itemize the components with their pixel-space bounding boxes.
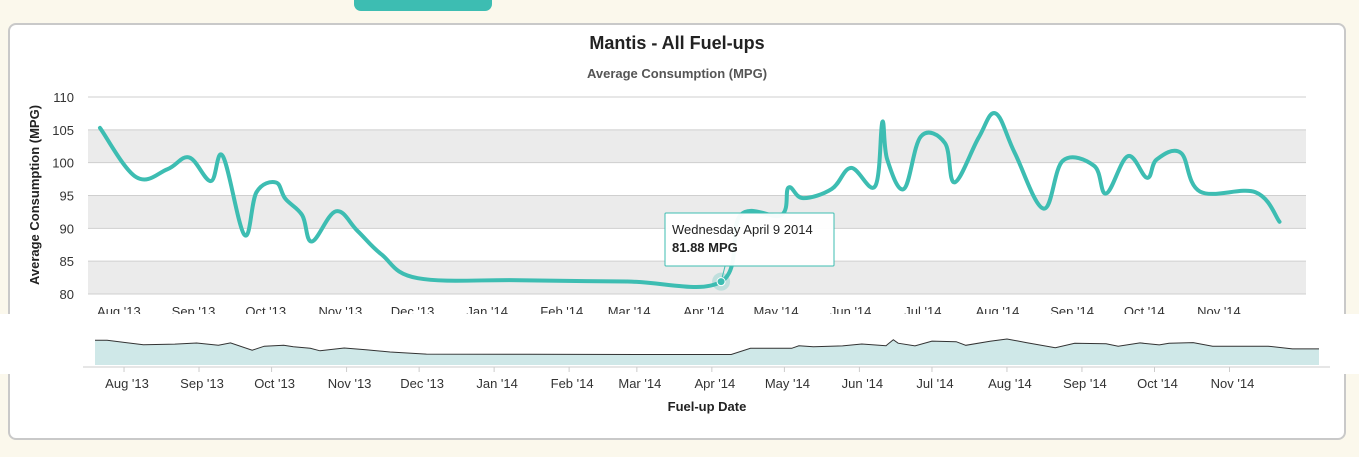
data-point[interactable]: [1104, 191, 1109, 196]
data-point[interactable]: [242, 232, 247, 237]
y-tick-label: 80: [60, 287, 74, 302]
data-point[interactable]: [625, 279, 630, 284]
data-point[interactable]: [187, 155, 192, 160]
data-point[interactable]: [885, 157, 890, 162]
data-point[interactable]: [254, 190, 259, 195]
tooltip-date: Wednesday April 9 2014: [672, 222, 813, 237]
y-tick-label: 100: [52, 156, 74, 171]
data-point[interactable]: [309, 239, 314, 244]
highlight-marker[interactable]: [716, 277, 726, 287]
data-point[interactable]: [786, 185, 791, 190]
data-point[interactable]: [976, 135, 981, 140]
tooltip: Wednesday April 9 2014 81.88 MPG: [664, 212, 835, 291]
y-tick-label: 110: [53, 90, 74, 105]
data-point[interactable]: [220, 154, 225, 159]
data-point[interactable]: [333, 209, 338, 214]
navigator-tick-label: Jun '14: [842, 376, 884, 391]
data-point[interactable]: [379, 252, 384, 257]
data-point[interactable]: [1060, 158, 1065, 163]
tooltip-value: 81.88 MPG: [672, 240, 738, 255]
data-point[interactable]: [98, 125, 103, 130]
data-point[interactable]: [208, 179, 213, 184]
data-point[interactable]: [902, 186, 907, 191]
navigator-tick-label: Nov '14: [1211, 376, 1255, 391]
data-point[interactable]: [1253, 190, 1258, 195]
tooltip-box: [664, 212, 835, 267]
data-point[interactable]: [993, 111, 998, 116]
data-point[interactable]: [134, 175, 139, 180]
data-point[interactable]: [1125, 154, 1130, 159]
navigator-tick-label: Oct '14: [1137, 376, 1178, 391]
navigator-tick-label: Jul '14: [916, 376, 953, 391]
navigator-tick-label: Oct '13: [254, 376, 295, 391]
navigator-area: [95, 339, 1319, 365]
navigator-tick-label: Sep '14: [1063, 376, 1107, 391]
chart-title: Mantis - All Fuel-ups: [589, 33, 764, 53]
data-point[interactable]: [942, 141, 947, 146]
navigator-tick-label: Dec '13: [400, 376, 444, 391]
data-point[interactable]: [1154, 157, 1159, 162]
navigator-tick-label: Aug '13: [105, 376, 149, 391]
y-axis-title: Average Consumption (MPG): [27, 105, 42, 285]
y-tick-label: 90: [60, 221, 74, 236]
data-point[interactable]: [918, 134, 923, 139]
data-point[interactable]: [952, 180, 957, 185]
navigator-tick-label: Apr '14: [694, 376, 735, 391]
y-axis-labels: 80 85 90 95 100 105 110: [52, 90, 74, 302]
data-point[interactable]: [1178, 150, 1183, 155]
navigator-tick-label: Feb '14: [551, 376, 594, 391]
data-point[interactable]: [516, 278, 521, 283]
navigator-tick-label: Mar '14: [618, 376, 661, 391]
plot-band: [88, 129, 1306, 163]
navigator-tick-label: Sep '13: [180, 376, 224, 391]
data-point[interactable]: [1145, 175, 1150, 180]
data-point[interactable]: [300, 213, 305, 218]
plot-bands: [88, 129, 1306, 294]
y-tick-label: 105: [52, 123, 74, 138]
data-point[interactable]: [283, 196, 288, 201]
series-line: [98, 111, 1282, 289]
data-point[interactable]: [800, 196, 805, 201]
data-point[interactable]: [273, 180, 278, 185]
data-point[interactable]: [849, 165, 854, 170]
navigator-axis-labels: Aug '13 Sep '13 Oct '13 Nov '13 Dec '13 Jan '…: [105, 367, 1254, 391]
data-point[interactable]: [880, 120, 885, 125]
chart-subtitle: Average Consumption (MPG): [587, 66, 767, 81]
data-point[interactable]: [165, 167, 170, 172]
x-axis-title: Fuel-up Date: [668, 399, 747, 414]
navigator-tick-label: Jan '14: [476, 376, 518, 391]
data-point[interactable]: [1277, 219, 1282, 224]
navigator-tick-label: May '14: [765, 376, 810, 391]
navigator[interactable]: Aug '13 Sep '13 Oct '13 Nov '13 Dec '13 Jan '…: [0, 314, 1359, 391]
navigator-line: [95, 338, 1319, 355]
y-tick-label: 95: [60, 189, 74, 204]
navigator-tick-label: Aug '14: [988, 376, 1032, 391]
data-point[interactable]: [1092, 163, 1097, 168]
data-point[interactable]: [1198, 189, 1203, 194]
data-point[interactable]: [829, 186, 834, 191]
y-tick-label: 85: [60, 254, 74, 269]
top-tab[interactable]: [354, 0, 492, 11]
data-point[interactable]: [1041, 206, 1046, 211]
data-point[interactable]: [355, 229, 360, 234]
data-point[interactable]: [873, 184, 878, 189]
navigator-tick-label: Nov '13: [328, 376, 372, 391]
data-point[interactable]: [1012, 150, 1017, 155]
data-point[interactable]: [415, 276, 420, 281]
